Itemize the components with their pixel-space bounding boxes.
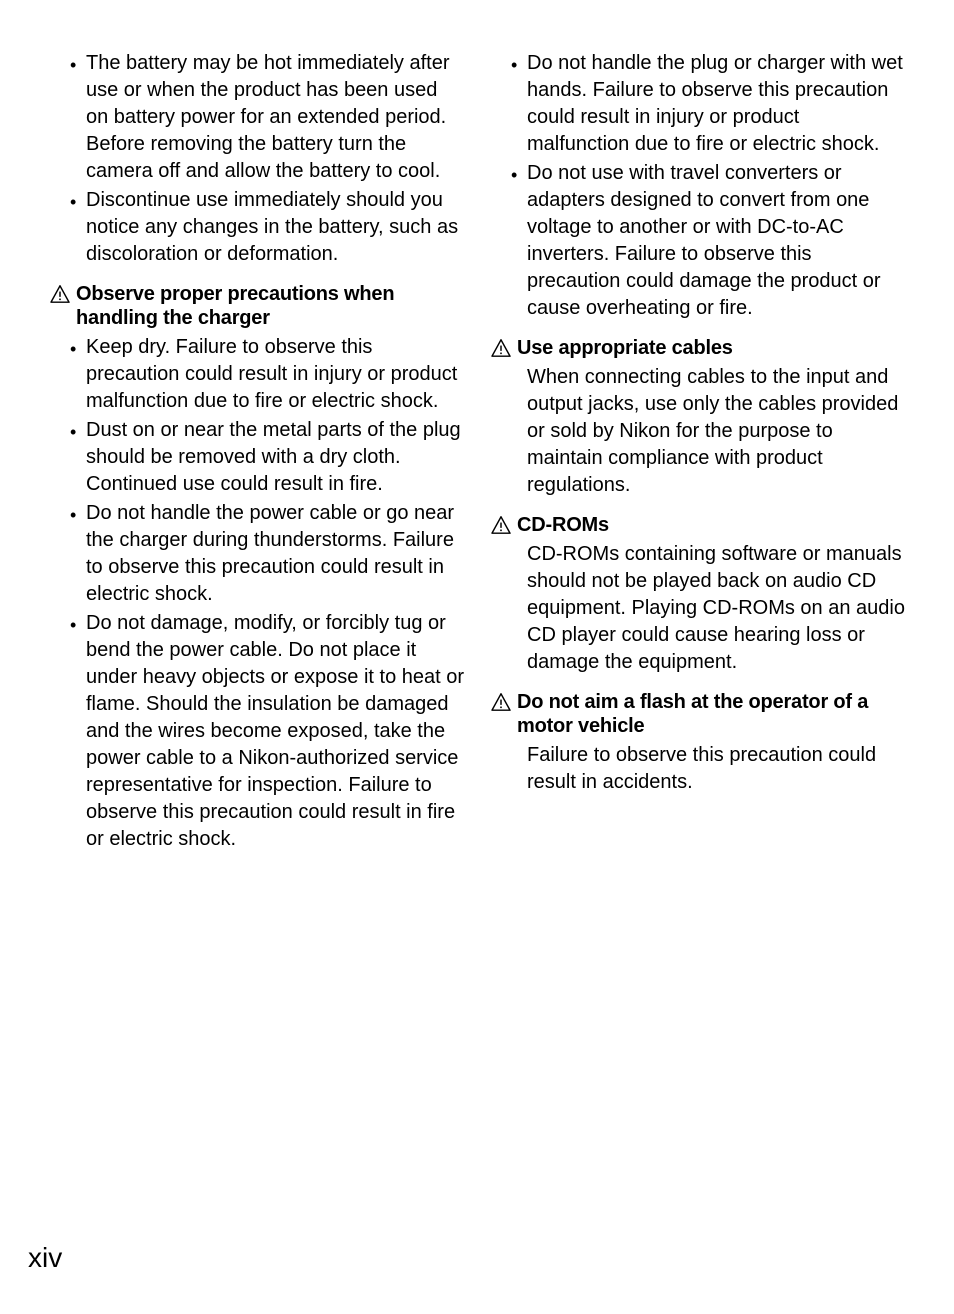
warning-icon: [489, 336, 517, 357]
list-item: • Keep dry. Failure to observe this prec…: [48, 334, 465, 415]
section-heading: CD-ROMs: [489, 513, 906, 537]
bullet-icon: •: [70, 610, 86, 853]
bullet-icon: •: [511, 50, 527, 158]
bullet-text: Do not damage, modify, or forcibly tug o…: [86, 610, 465, 853]
section-heading: Observe proper precautions when handling…: [48, 282, 465, 330]
list-item: • Do not handle the plug or charger with…: [489, 50, 906, 158]
right-column: • Do not handle the plug or charger with…: [489, 50, 906, 855]
section-heading: Use appropriate cables: [489, 336, 906, 360]
warning-icon: [489, 513, 517, 534]
list-item: • Discontinue use immediately should you…: [48, 187, 465, 268]
bullet-text: Discontinue use immediately should you n…: [86, 187, 465, 268]
bullet-icon: •: [511, 160, 527, 322]
page-number: xiv: [28, 1242, 62, 1274]
heading-text: Use appropriate cables: [517, 336, 733, 360]
heading-text: CD-ROMs: [517, 513, 609, 537]
list-item: • Dust on or near the metal parts of the…: [48, 417, 465, 498]
bullet-icon: •: [70, 187, 86, 268]
section-body: Failure to observe this precaution could…: [489, 742, 906, 796]
left-column: • The battery may be hot immediately aft…: [48, 50, 465, 855]
list-item: • Do not handle the power cable or go ne…: [48, 500, 465, 608]
content-columns: • The battery may be hot immediately aft…: [48, 50, 906, 855]
bullet-icon: •: [70, 417, 86, 498]
bullet-icon: •: [70, 500, 86, 608]
section-body: When connecting cables to the input and …: [489, 364, 906, 499]
bullet-text: Do not use with travel converters or ada…: [527, 160, 906, 322]
bullet-icon: •: [70, 50, 86, 185]
heading-text: Observe proper precautions when handling…: [76, 282, 465, 330]
list-item: • Do not use with travel converters or a…: [489, 160, 906, 322]
bullet-text: Keep dry. Failure to observe this precau…: [86, 334, 465, 415]
bullet-text: Do not handle the plug or charger with w…: [527, 50, 906, 158]
warning-icon: [489, 690, 517, 711]
bullet-text: Do not handle the power cable or go near…: [86, 500, 465, 608]
list-item: • Do not damage, modify, or forcibly tug…: [48, 610, 465, 853]
bullet-text: The battery may be hot immediately after…: [86, 50, 465, 185]
bullet-text: Dust on or near the metal parts of the p…: [86, 417, 465, 498]
heading-text: Do not aim a flash at the operator of a …: [517, 690, 906, 738]
bullet-icon: •: [70, 334, 86, 415]
warning-icon: [48, 282, 76, 303]
list-item: • The battery may be hot immediately aft…: [48, 50, 465, 185]
section-body: CD-ROMs containing software or manuals s…: [489, 541, 906, 676]
section-heading: Do not aim a flash at the operator of a …: [489, 690, 906, 738]
